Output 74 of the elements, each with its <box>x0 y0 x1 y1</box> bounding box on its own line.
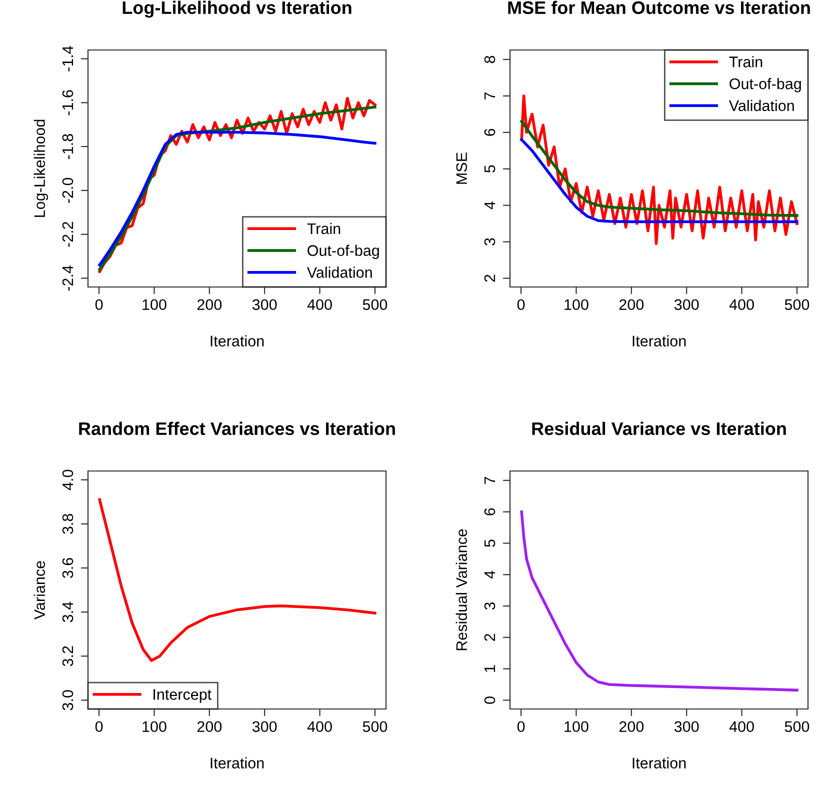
y-axis-title: Log-Likelihood <box>34 120 48 217</box>
y-tick-label: 3 <box>484 238 496 246</box>
x-tick-label: 0 <box>517 299 525 310</box>
x-tick-label: 400 <box>307 299 332 310</box>
legend-label: Train <box>307 222 340 234</box>
y-tick-label: 3.2 <box>62 646 74 666</box>
y-tick-label: 8 <box>484 56 496 64</box>
y-tick-label: -2.0 <box>62 178 74 203</box>
y-tick-label: -1.8 <box>62 134 74 160</box>
y-axis-title: Variance <box>34 561 46 620</box>
y-tick-label: 5 <box>484 165 496 172</box>
y-tick-label: 7 <box>484 92 496 100</box>
line-series <box>520 138 798 224</box>
chart-title: MSE for Mean Outcome vs Iteration <box>508 0 810 14</box>
x-tick-label: 0 <box>95 721 103 732</box>
x-tick-label: 400 <box>729 299 754 310</box>
y-tick-label: 4 <box>484 202 496 210</box>
x-tick-label: 400 <box>729 721 754 732</box>
x-tick-label: 200 <box>619 299 644 310</box>
chart-title: Residual Variance vs Iteration <box>532 422 786 436</box>
y-tick-label: 5 <box>484 540 496 547</box>
x-tick-label: 200 <box>197 299 222 310</box>
y-tick-label: -1.6 <box>62 90 74 116</box>
y-tick-label: -2.2 <box>62 222 74 247</box>
x-tick-label: 500 <box>362 299 388 310</box>
y-tick-label: 3 <box>484 602 496 610</box>
x-tick-label: 100 <box>564 299 588 310</box>
y-tick-label: -1.4 <box>62 46 74 72</box>
legend-label: Validation <box>728 100 794 112</box>
x-tick-label: 500 <box>784 721 810 732</box>
chart-title: Random Effect Variances vs Iteration <box>79 422 395 436</box>
x-tick-label: 0 <box>95 299 103 310</box>
y-tick-label: 6 <box>484 508 496 516</box>
y-tick-label: 2 <box>484 634 496 641</box>
y-axis-title: Residual Variance <box>456 529 468 650</box>
y-tick-label: 3.6 <box>62 558 74 578</box>
x-tick-label: 300 <box>674 299 699 310</box>
legend-label: Validation <box>306 266 372 278</box>
x-tick-label: 200 <box>197 721 222 732</box>
x-tick-label: 500 <box>784 299 810 310</box>
y-tick-label: 2 <box>484 274 496 282</box>
y-tick-label: 3.0 <box>62 690 74 710</box>
legend-label: Out-of-bag <box>730 78 801 92</box>
chart-title: Log-Likelihood vs Iteration <box>122 0 352 18</box>
x-tick-label: 100 <box>142 299 166 310</box>
x-tick-label: 100 <box>564 721 588 732</box>
x-tick-label: 500 <box>362 721 388 732</box>
x-axis-title: Iteration <box>632 757 686 768</box>
x-tick-label: 100 <box>142 721 166 732</box>
legend-label: Train <box>729 56 762 68</box>
legend-label: Intercept <box>154 689 212 703</box>
legend-label: Out-of-bag <box>308 244 379 260</box>
line-series <box>520 120 798 217</box>
x-axis-title: Iteration <box>210 757 264 768</box>
y-tick-label: 1 <box>484 665 496 672</box>
line-series <box>98 498 376 662</box>
x-tick-label: 400 <box>307 721 332 732</box>
x-tick-label: 0 <box>517 721 525 732</box>
x-tick-label: 300 <box>252 299 277 310</box>
y-tick-label: -2.4 <box>62 266 74 291</box>
y-tick-label: 4 <box>484 570 496 579</box>
x-axis-title: Iteration <box>210 335 264 346</box>
x-tick-label: 300 <box>674 721 699 732</box>
y-tick-label: 7 <box>484 476 496 484</box>
x-tick-label: 300 <box>252 721 277 732</box>
y-tick-label: 3.4 <box>62 602 74 622</box>
x-axis-title: Iteration <box>632 335 686 346</box>
y-tick-label: 4.0 <box>62 470 74 490</box>
x-tick-label: 200 <box>619 721 644 732</box>
y-axis-title: MSE <box>456 152 468 184</box>
y-tick-label: 3.8 <box>62 514 74 534</box>
y-tick-label: 6 <box>484 128 496 136</box>
y-tick-label: 0 <box>484 696 496 704</box>
line-series <box>520 510 798 692</box>
